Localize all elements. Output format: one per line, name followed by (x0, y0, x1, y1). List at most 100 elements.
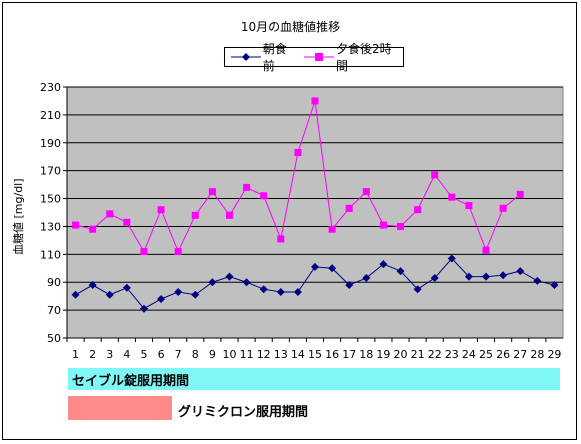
x-tick-label: 14 (291, 348, 305, 361)
y-tick-label: 90 (47, 276, 61, 289)
x-tick-label: 17 (342, 348, 356, 361)
data-point-0 (157, 294, 166, 303)
data-point-1 (448, 193, 456, 201)
data-point-0 (362, 274, 371, 283)
data-point-0 (208, 278, 217, 287)
data-point-1 (414, 206, 422, 214)
y-tick-label: 70 (47, 304, 61, 317)
data-point-1 (123, 218, 131, 226)
x-tick-label: 15 (308, 348, 322, 361)
x-tick-label: 1 (72, 348, 79, 361)
data-point-1 (277, 235, 285, 243)
x-tick-label: 22 (428, 348, 442, 361)
x-tick-label: 6 (158, 348, 165, 361)
x-tick-label: 24 (462, 348, 476, 361)
data-point-1 (397, 222, 405, 230)
data-point-0 (242, 278, 251, 287)
data-point-0 (464, 272, 473, 281)
data-point-0 (88, 281, 97, 290)
legend: 朝食前 夕食後2時間 (224, 42, 404, 73)
x-tick-label: 18 (359, 348, 373, 361)
x-tick-label: 11 (240, 348, 254, 361)
legend-item-morning: 朝食前 (231, 40, 298, 74)
data-point-1 (311, 97, 319, 105)
y-tick-label: 110 (40, 248, 61, 261)
data-point-1 (191, 211, 199, 219)
x-tick-label: 9 (209, 348, 216, 361)
glimicron-period-band (68, 396, 172, 420)
data-point-1 (516, 190, 524, 198)
data-point-1 (140, 248, 148, 256)
legend-label-evening: 夕食後2時間 (336, 42, 392, 73)
data-point-1 (225, 211, 233, 219)
x-tick-label: 28 (530, 348, 544, 361)
data-point-1 (465, 202, 473, 210)
x-tick-label: 29 (547, 348, 561, 361)
legend-item-evening: 夕食後2時間 (304, 40, 403, 74)
x-tick-label: 27 (513, 348, 527, 361)
x-tick-label: 26 (496, 348, 510, 361)
x-tick-label: 4 (123, 348, 130, 361)
data-point-1 (482, 246, 490, 254)
plot-background (66, 86, 564, 339)
x-tick-label: 2 (89, 348, 96, 361)
data-point-0 (430, 274, 439, 283)
data-point-0 (328, 264, 337, 273)
y-tick-label: 190 (40, 137, 61, 150)
data-point-0 (139, 304, 148, 313)
data-point-1 (345, 204, 353, 212)
x-tick-label: 12 (257, 348, 271, 361)
data-point-1 (379, 221, 387, 229)
data-point-0 (105, 290, 114, 299)
data-point-1 (208, 188, 216, 196)
legend-marker-evening (304, 53, 335, 61)
data-point-0 (413, 285, 422, 294)
data-point-1 (431, 171, 439, 179)
x-tick-label: 21 (411, 348, 425, 361)
data-point-0 (122, 283, 131, 292)
data-point-1 (243, 183, 251, 191)
data-point-0 (516, 267, 525, 276)
data-point-0 (345, 281, 354, 290)
data-point-0 (276, 287, 285, 296)
y-tick-label: 170 (40, 165, 61, 178)
data-point-0 (71, 290, 80, 299)
x-tick-label: 10 (222, 348, 236, 361)
data-point-1 (328, 225, 336, 233)
x-tick-label: 23 (445, 348, 459, 361)
data-point-0 (396, 267, 405, 276)
data-point-0 (191, 290, 200, 299)
x-tick-label: 5 (140, 348, 147, 361)
x-tick-label: 20 (394, 348, 408, 361)
data-point-1 (174, 248, 182, 256)
data-point-1 (294, 149, 302, 157)
data-point-0 (311, 262, 319, 271)
x-tick-label: 3 (106, 348, 113, 361)
data-point-1 (260, 192, 268, 200)
x-tick-label: 13 (274, 348, 288, 361)
data-point-1 (362, 188, 370, 196)
y-tick-label: 50 (47, 332, 61, 345)
seibul-period-label: セイブル錠服用期間 (72, 373, 190, 389)
data-point-0 (225, 272, 234, 281)
glimicron-period-label: グリミクロン服用期間 (178, 405, 309, 420)
data-point-0 (550, 281, 559, 290)
data-point-1 (106, 210, 114, 218)
data-point-0 (447, 254, 456, 263)
x-tick-label: 25 (479, 348, 493, 361)
data-point-0 (293, 287, 302, 296)
x-tick-label: 8 (192, 348, 199, 361)
data-point-1 (89, 225, 97, 233)
x-tick-label: 19 (376, 348, 390, 361)
x-tick-label: 16 (325, 348, 339, 361)
data-point-0 (482, 272, 491, 281)
legend-label-morning: 朝食前 (262, 42, 287, 73)
data-point-0 (533, 276, 542, 285)
data-point-0 (174, 287, 183, 296)
y-tick-label: 150 (40, 193, 61, 206)
data-point-0 (499, 271, 508, 280)
data-point-1 (157, 206, 165, 214)
legend-marker-morning (231, 53, 261, 61)
x-tick-label: 7 (175, 348, 182, 361)
